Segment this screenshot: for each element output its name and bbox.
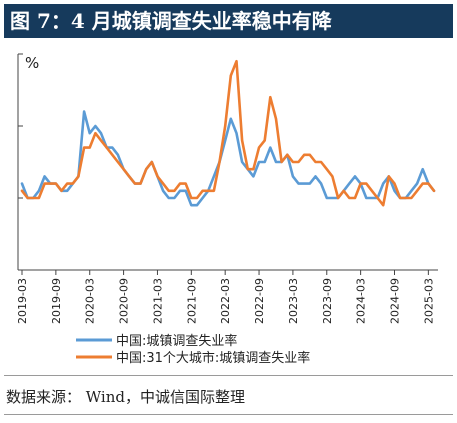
legend-label-2: 中国:31个大城市:城镇调查失业率 <box>116 350 310 366</box>
x-tick-label: 2021-03 <box>151 278 164 324</box>
x-tick-label: 2022-09 <box>253 278 266 324</box>
x-tick-label: 2024-03 <box>355 278 368 324</box>
axes-layer <box>17 53 438 275</box>
series-layer <box>20 59 436 207</box>
line-chart: 2019-03 2019-09 2020-03 2020-09 2021-03 2021-… <box>4 44 453 370</box>
source-note: 数据来源： Wind，中诚信国际整理 <box>6 388 245 406</box>
x-tick-labels: 2019-03 2019-09 2020-03 2020-09 2021-03 2021-… <box>16 278 435 324</box>
series-line-2 <box>20 59 436 207</box>
source-divider-bottom <box>4 414 453 415</box>
x-tick-label: 2024-09 <box>388 278 401 324</box>
x-tick-label: 2023-03 <box>287 278 300 324</box>
chart-canvas: 2019-03 2019-09 2020-03 2020-09 2021-03 2021-… <box>16 53 438 366</box>
page-title: 图 7：4 月城镇调查失业率稳中有降 <box>4 4 453 38</box>
x-tick-label: 2020-09 <box>118 278 131 324</box>
x-tick-label: 2025-03 <box>422 278 435 324</box>
y-unit-label: % <box>25 54 39 72</box>
x-tick-label: 2021-09 <box>185 278 198 324</box>
x-tick-label: 2020-03 <box>84 278 97 324</box>
legend-label-1: 中国:城镇调查失业率 <box>116 333 237 349</box>
x-tick-label: 2019-09 <box>50 278 63 324</box>
source-divider-top <box>4 375 453 376</box>
x-tick-label: 2019-03 <box>16 278 29 324</box>
x-tick-label: 2023-09 <box>321 278 334 324</box>
x-tick-label: 2022-03 <box>219 278 232 324</box>
series-line-1 <box>20 110 436 207</box>
